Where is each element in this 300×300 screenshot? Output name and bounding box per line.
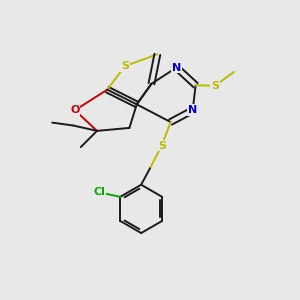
Text: N: N bbox=[172, 63, 181, 73]
Text: Cl: Cl bbox=[94, 188, 106, 197]
Text: S: S bbox=[158, 141, 166, 151]
Text: S: S bbox=[211, 81, 219, 91]
Text: N: N bbox=[188, 105, 197, 115]
Text: O: O bbox=[70, 105, 80, 115]
Text: S: S bbox=[121, 61, 129, 71]
